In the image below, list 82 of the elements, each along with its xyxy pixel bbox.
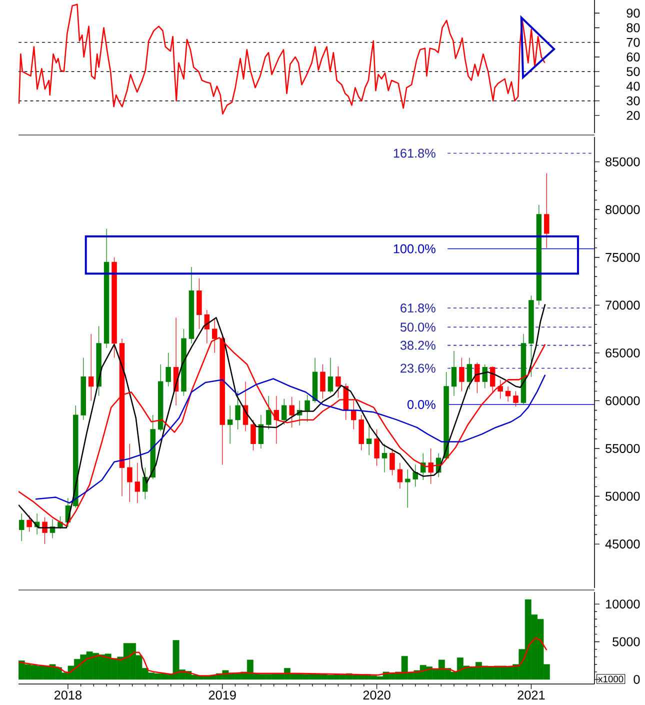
candlestick — [358, 414, 364, 451]
candlestick — [258, 414, 264, 449]
candlestick — [112, 257, 118, 358]
candlestick — [320, 364, 326, 400]
y-tick-label: 85000 — [606, 157, 640, 166]
y-tick-label: 30 — [626, 96, 640, 106]
candlestick — [328, 357, 334, 394]
y-tick-label: 50 — [626, 67, 640, 76]
candlestick — [304, 394, 310, 422]
candlestick — [135, 462, 140, 504]
y-tick-label: 55000 — [606, 444, 640, 453]
line-series — [18, 4, 546, 115]
candlestick — [498, 379, 504, 400]
y-tick-label: 40 — [626, 82, 640, 91]
candlestick — [181, 328, 187, 396]
candlestick — [459, 357, 465, 392]
candlestick — [19, 513, 24, 542]
y-tick-label: 0 — [634, 674, 640, 684]
candlestick — [282, 398, 287, 425]
candlestick — [127, 443, 133, 502]
candlestick — [266, 396, 272, 430]
candlestick — [104, 228, 110, 348]
y-tick-label: 70 — [627, 38, 640, 47]
x-tick-label: 2020 — [364, 690, 391, 700]
y-tick-label: 50000 — [606, 492, 640, 501]
x-tick-label: 2018 — [54, 690, 82, 700]
candlestick — [521, 334, 526, 405]
y-tick-label: 80 — [626, 23, 640, 32]
candlestick — [382, 443, 388, 473]
y-tick-label: 90 — [626, 8, 640, 18]
y-tick-label: 80000 — [606, 205, 640, 214]
candlestick — [26, 515, 32, 532]
candlestick — [189, 266, 194, 344]
y-tick-label: 60000 — [606, 396, 640, 406]
annotation: 61.8% — [400, 304, 436, 313]
candlestick — [374, 429, 380, 466]
candlestick — [474, 362, 480, 394]
line-series — [18, 304, 546, 528]
y-tick-label: 70000 — [606, 300, 640, 310]
candlestick — [452, 350, 457, 396]
candlestick — [398, 462, 403, 489]
y-tick-label: 60 — [627, 52, 640, 62]
candlestick — [536, 204, 542, 306]
candlestick — [73, 405, 79, 508]
candlestick — [513, 390, 519, 407]
candlestick — [228, 405, 233, 444]
y-axis-title: x1000 — [598, 676, 624, 682]
candlestick — [528, 295, 534, 378]
candlestick — [196, 278, 202, 330]
candlestick — [390, 448, 396, 476]
candlestick — [81, 357, 86, 420]
candlestick — [482, 364, 488, 389]
candlestick — [312, 357, 318, 403]
candlestick — [366, 424, 372, 456]
y-tick-label: 45000 — [606, 540, 640, 549]
candlestick — [506, 386, 511, 402]
y-tick-label: 65000 — [606, 348, 640, 358]
candlestick — [544, 173, 550, 248]
candlestick — [158, 364, 164, 432]
annotation: 50.0% — [400, 322, 436, 332]
candlestick — [235, 390, 241, 430]
candlestick — [444, 372, 450, 460]
annotation: 100.0% — [394, 244, 436, 254]
candlestick — [166, 352, 172, 387]
y-tick-label: 5000 — [612, 637, 640, 646]
candlestick — [88, 334, 94, 402]
candlestick — [336, 366, 342, 398]
candlestick — [250, 420, 256, 451]
y-tick-label: 10000 — [606, 600, 640, 609]
annotation: 38.2% — [400, 340, 436, 350]
x-tick-label: 2021 — [518, 690, 545, 700]
candlestick — [351, 400, 356, 430]
y-tick-label: 20 — [627, 110, 640, 120]
line-series — [18, 637, 548, 676]
candlestick — [467, 357, 472, 390]
annotation: 23.6% — [400, 364, 436, 373]
candlestick — [405, 469, 411, 508]
annotation: 0.0% — [408, 400, 436, 410]
candlestick — [289, 396, 295, 428]
annotation: 161.8% — [394, 148, 436, 158]
y-tick-label: 75000 — [606, 252, 640, 262]
x-tick-label: 2019 — [209, 690, 236, 700]
